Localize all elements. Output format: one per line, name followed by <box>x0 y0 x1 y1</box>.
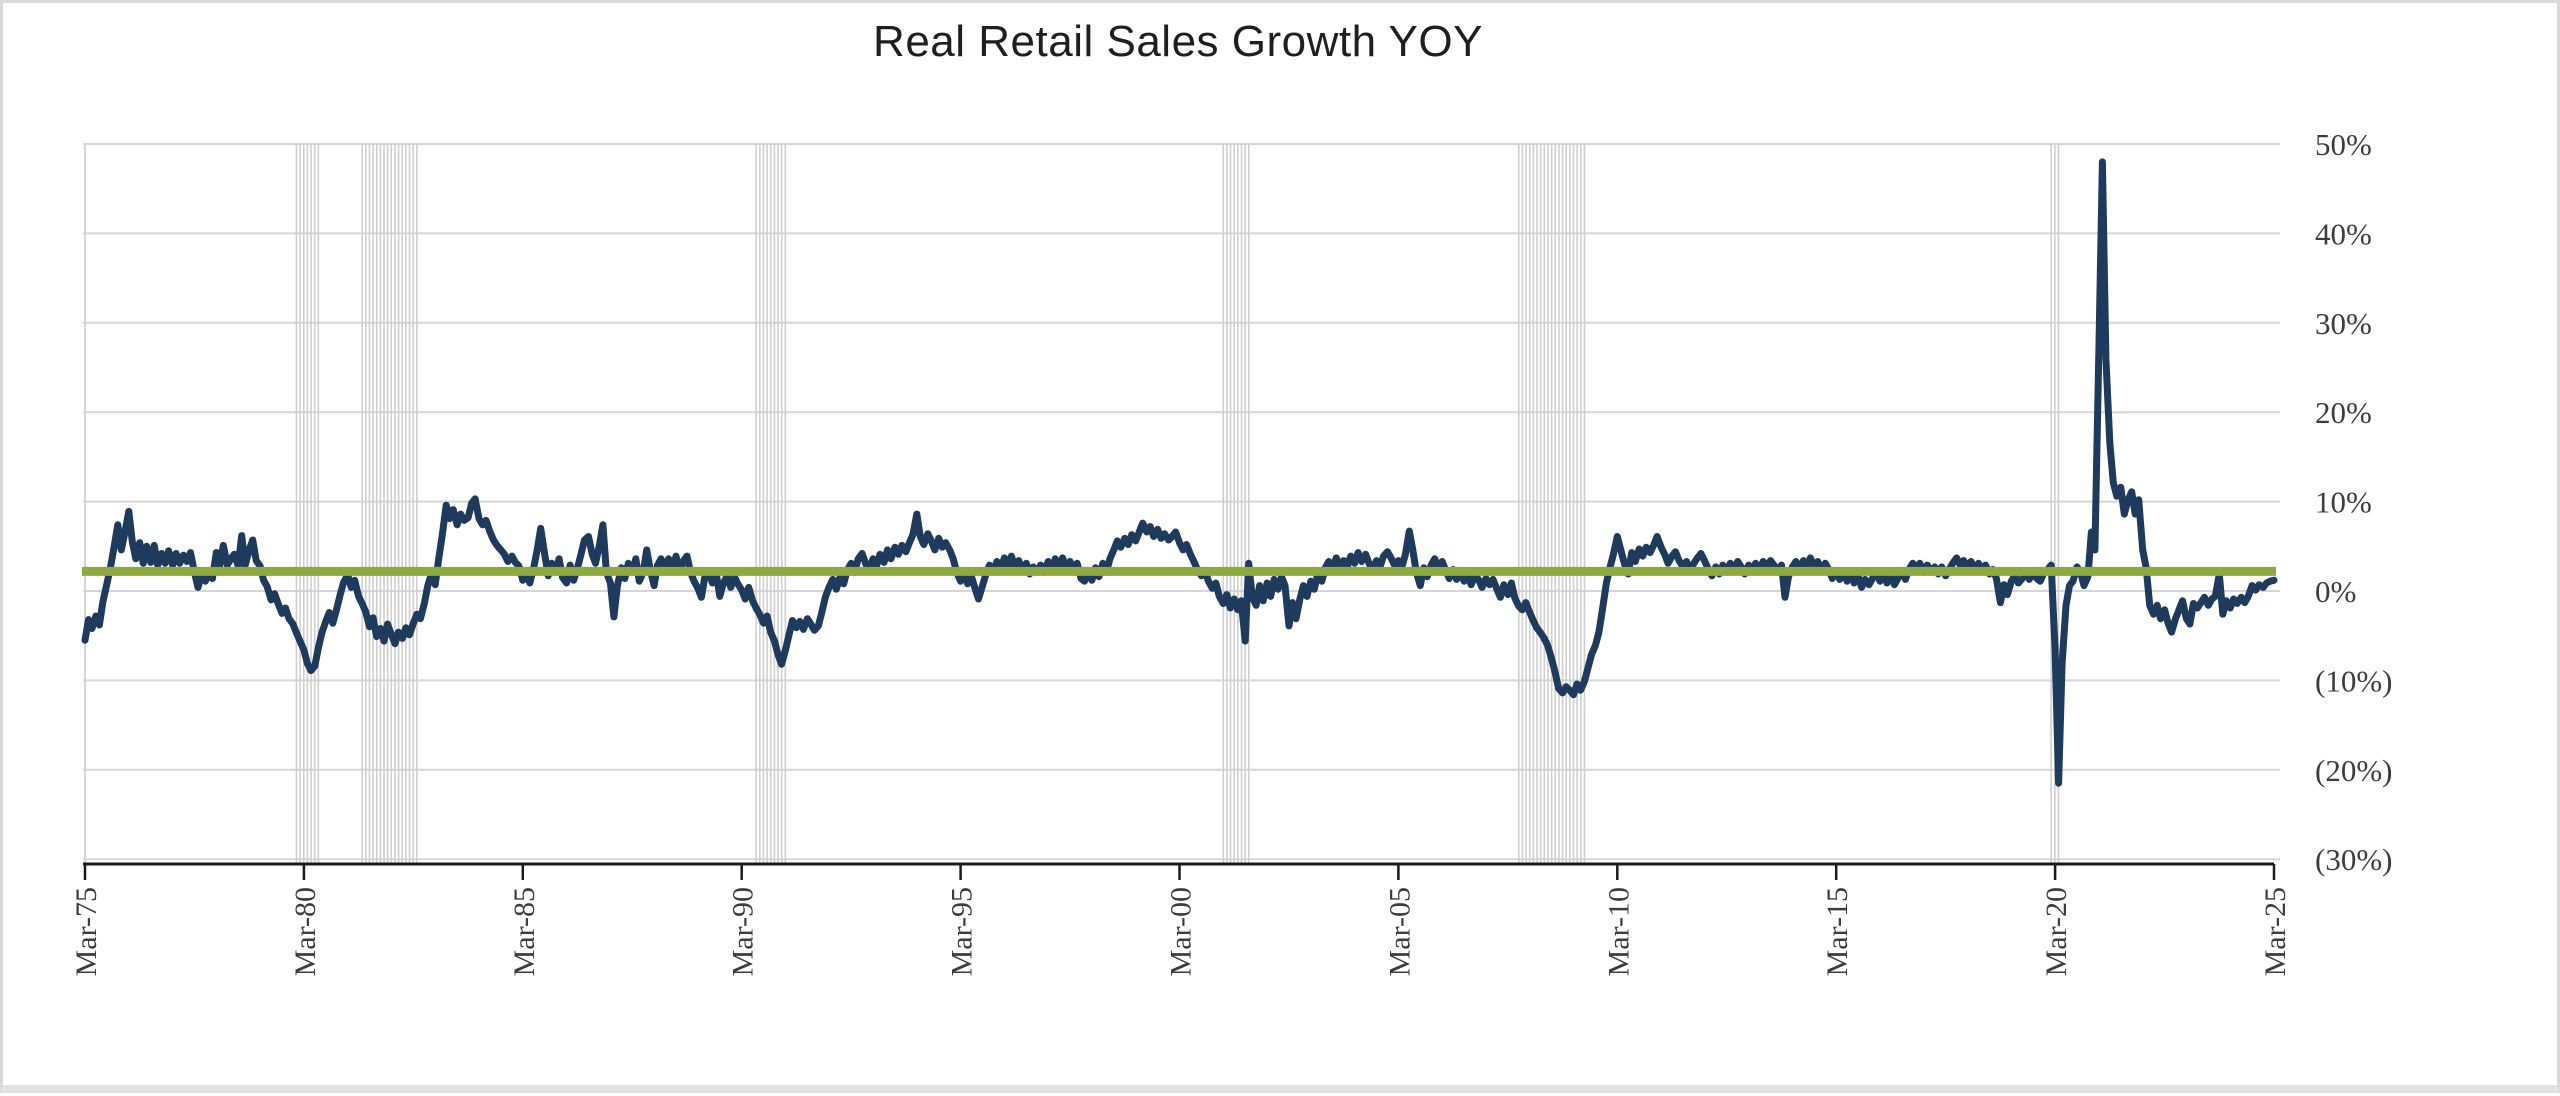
x-tick-label: Mar-05 <box>1383 887 1416 976</box>
y-tick-label: (20%) <box>2315 753 2392 788</box>
x-tick-label: Mar-25 <box>2259 887 2292 976</box>
y-tick-label: 20% <box>2315 395 2372 430</box>
x-tick-label: Mar-15 <box>1821 887 1854 976</box>
y-tick-label: (30%) <box>2315 842 2392 877</box>
y-tick-label: (10%) <box>2315 663 2392 698</box>
x-tick-label: Mar-00 <box>1165 887 1198 976</box>
x-tick-label: Mar-75 <box>70 887 103 976</box>
x-tick-label: Mar-95 <box>946 887 979 976</box>
x-tick-label: Mar-80 <box>289 887 322 976</box>
x-tick-label: Mar-20 <box>2040 887 2073 976</box>
y-tick-label: 10% <box>2315 485 2372 520</box>
y-tick-label: 40% <box>2315 216 2372 251</box>
y-tick-label: 0% <box>2315 574 2356 609</box>
y-tick-label: 50% <box>2315 127 2372 162</box>
y-tick-label: 30% <box>2315 306 2372 341</box>
chart-canvas: Mar-75 Mar-80 Mar-85 Mar-90 Mar-95 Mar-00 Mar-… <box>70 127 2392 976</box>
x-tick-label: Mar-85 <box>508 887 541 976</box>
chart-title: Real Retail Sales Growth YOY <box>873 17 1483 66</box>
x-tick-label: Mar-90 <box>727 887 760 976</box>
x-tick-label: Mar-10 <box>1602 887 1635 976</box>
